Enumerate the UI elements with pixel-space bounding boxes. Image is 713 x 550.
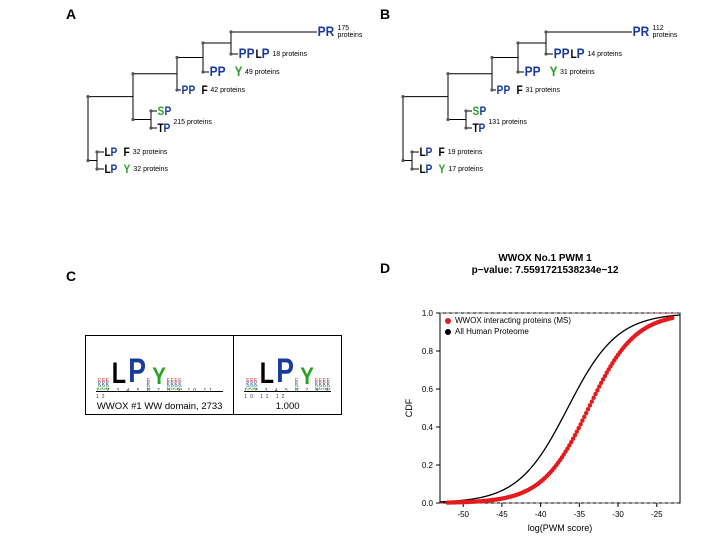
panel-c-label: C <box>66 268 76 284</box>
dendro-leaf: SP <box>472 104 486 118</box>
dendro-leaf: PR175 proteins <box>317 25 365 39</box>
dendrogram-b: PR112 proteins PPLP14 proteins PP Y31 prot… <box>400 18 680 173</box>
dendro-leaf: LP Y17 proteins <box>419 162 483 176</box>
dendro-leaf: PP Y49 proteins <box>209 65 280 79</box>
legend-label: All Human Proteome <box>455 327 529 336</box>
svg-text:-25: -25 <box>651 510 663 519</box>
svg-text:log(PWM score): log(PWM score) <box>528 523 593 533</box>
svg-text:-40: -40 <box>535 510 547 519</box>
panel-c-cell: EKGEKGEKGLPEKGYEKGEKGEKGEKG1 2 3 4 5 6 7… <box>234 336 341 414</box>
protein-count: 19 proteins <box>448 149 483 156</box>
legend-dot-icon <box>445 318 451 324</box>
protein-count: 131 proteins <box>488 119 527 126</box>
protein-count: 32 proteins <box>133 166 168 173</box>
svg-text:-45: -45 <box>496 510 508 519</box>
dendro-leaf: SP <box>157 104 171 118</box>
svg-text:CDF: CDF <box>404 398 414 417</box>
dendro-leaf: LP Y32 proteins <box>104 162 168 176</box>
svg-text:-35: -35 <box>574 510 586 519</box>
dendro-leaf: PP Y31 proteins <box>524 65 595 79</box>
panel-c-caption: 1.000 <box>276 401 300 412</box>
panel-d-title1: WWOX No.1 PWM 1 <box>395 253 695 264</box>
svg-text:1.0: 1.0 <box>422 309 434 318</box>
panel-c-caption: WWOX #1 WW domain, 2733 <box>97 401 223 412</box>
legend-item: WWOX interacting proteins (MS) <box>445 316 571 325</box>
legend-label: WWOX interacting proteins (MS) <box>455 316 571 325</box>
protein-count: 14 proteins <box>587 51 622 58</box>
protein-count: 215 proteins <box>173 119 212 126</box>
svg-text:-50: -50 <box>457 510 469 519</box>
dendro-leaf: LP F19 proteins <box>419 145 482 159</box>
panel-d-label: D <box>380 260 390 276</box>
panel-c-cell: EKGEKGEKGLPEKGYEKGEKGEKGEKG1 2 3 4 5 6 7… <box>86 336 234 414</box>
dendro-leaf: PPLP18 proteins <box>238 47 307 61</box>
svg-text:0.4: 0.4 <box>422 423 434 432</box>
dendrogram-a: PR175 proteins PPLP18 proteins PP Y49 prot… <box>85 18 365 173</box>
dendro-leaf: PP F31 proteins <box>496 83 560 97</box>
legend-dot-icon <box>445 329 451 335</box>
cdf-plot: -50 -45 -40 -35 -30 -25 0.0 0.2 0.4 0.6 0.8 1.0 log(… <box>395 275 690 535</box>
protein-count: 18 proteins <box>272 51 307 58</box>
svg-text:0.8: 0.8 <box>422 347 434 356</box>
protein-count: 32 proteins <box>133 149 168 156</box>
svg-text:0.6: 0.6 <box>422 385 434 394</box>
protein-count: 175 proteins <box>337 25 365 39</box>
svg-text:0.0: 0.0 <box>422 499 434 508</box>
dendro-leaf: LP F32 proteins <box>104 145 167 159</box>
protein-count: 31 proteins <box>560 69 595 76</box>
protein-count: 112 proteins <box>652 25 680 39</box>
protein-count: 17 proteins <box>448 166 483 173</box>
protein-count: 49 proteins <box>245 69 280 76</box>
panel-c-box: EKGEKGEKGLPEKGYEKGEKGEKGEKG1 2 3 4 5 6 7… <box>85 335 342 415</box>
svg-text:0.2: 0.2 <box>422 461 434 470</box>
legend-item: All Human Proteome <box>445 327 571 336</box>
protein-count: 42 proteins <box>210 87 245 94</box>
dendro-leaf: TP131 proteins <box>472 121 527 135</box>
protein-count: 31 proteins <box>525 87 560 94</box>
dendro-leaf: PPLP14 proteins <box>553 47 622 61</box>
cdf-legend: WWOX interacting proteins (MS) All Human … <box>445 316 571 338</box>
panel-a-label: A <box>66 6 76 22</box>
svg-text:-30: -30 <box>612 510 624 519</box>
panel-b-label: B <box>380 6 390 22</box>
dendro-leaf: PR112 proteins <box>632 25 680 39</box>
dendro-leaf: PP F42 proteins <box>181 83 245 97</box>
dendro-leaf: TP215 proteins <box>157 121 212 135</box>
